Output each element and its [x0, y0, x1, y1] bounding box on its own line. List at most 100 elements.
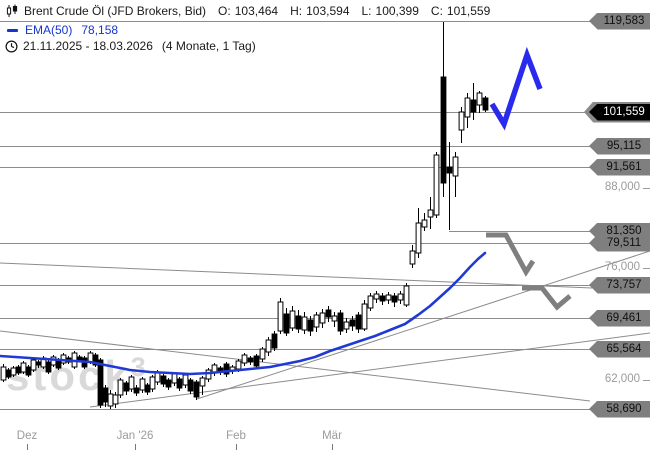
candle-body — [187, 379, 194, 392]
candle-body — [458, 111, 465, 131]
close-value: 101,559 — [446, 4, 491, 18]
candle-body — [133, 387, 140, 394]
low-label: L: — [361, 4, 372, 18]
candle-body — [452, 156, 459, 177]
candle-body — [409, 250, 416, 265]
candle-body — [433, 154, 440, 216]
candle-body — [415, 222, 422, 254]
close-label: C: — [430, 4, 443, 18]
trendline-2 — [0, 330, 591, 402]
trendline-4 — [196, 250, 650, 400]
candles — [0, 22, 489, 409]
candle-body — [165, 379, 172, 388]
bearish-scenario-path-2[interactable] — [522, 285, 572, 311]
candle-body — [427, 209, 434, 218]
candle-body — [117, 379, 124, 396]
candle-body — [15, 366, 22, 374]
ema-line-swatch-icon — [7, 28, 18, 32]
candle-body — [271, 333, 278, 349]
candle-body — [289, 310, 296, 329]
candle-body — [421, 219, 428, 228]
candle-body — [440, 76, 447, 184]
candle-body — [482, 97, 489, 111]
candle-body — [373, 293, 380, 300]
candle-body — [139, 378, 146, 391]
candle-body — [361, 303, 368, 330]
candle-body — [301, 316, 308, 331]
bullish-scenario-arrow[interactable] — [489, 46, 543, 131]
candle-body — [313, 314, 320, 328]
candle-body — [128, 376, 135, 390]
candle-body — [265, 339, 272, 353]
candle-body — [97, 359, 104, 406]
candle-body — [397, 293, 404, 301]
ema-line — [0, 251, 487, 376]
candle-body — [385, 294, 392, 301]
candle-body — [331, 315, 338, 322]
instrument-title: Brent Crude Öl (JFD Brokers, Bid) — [24, 4, 207, 18]
candle-body — [107, 393, 114, 407]
candle-body — [307, 319, 314, 332]
candle-body — [176, 378, 183, 389]
candle-body — [391, 295, 398, 303]
candle-body — [10, 367, 17, 376]
candle-body — [235, 360, 242, 370]
candle-body — [253, 355, 260, 367]
trendline-1 — [0, 262, 593, 289]
candle-body — [446, 166, 453, 174]
indicator-legend[interactable]: EMA(50) 78,158 — [5, 23, 118, 37]
candle-body — [20, 362, 27, 373]
candle-body — [337, 312, 344, 332]
candle-body — [355, 314, 362, 330]
candle-body — [241, 354, 248, 364]
date-range: 21.11.2025 - 18.03.2026 — [23, 39, 153, 53]
candle-body — [0, 366, 7, 381]
candle-body — [379, 295, 386, 302]
candle-body — [199, 377, 206, 387]
candle-body — [193, 381, 200, 398]
open-label: O: — [218, 4, 231, 18]
clock-icon — [5, 39, 18, 53]
period-note: (4 Monate, 1 Tag) — [161, 39, 256, 53]
candle-body — [470, 99, 477, 113]
candle-body — [343, 321, 350, 330]
trendlines[interactable] — [0, 250, 650, 408]
instrument-header: Brent Crude Öl (JFD Brokers, Bid) O: 103… — [5, 4, 490, 18]
candle-body — [182, 374, 189, 386]
candle-body — [160, 375, 167, 385]
candle-body — [171, 373, 178, 384]
bearish-scenario-path-1[interactable] — [486, 232, 536, 277]
candle-body — [319, 312, 326, 324]
candle-body — [223, 363, 230, 375]
candle-body — [295, 315, 302, 330]
high-value: 103,594 — [306, 4, 350, 18]
candlestick-chart-icon — [6, 4, 18, 17]
trendline-3 — [89, 332, 650, 408]
candle-body — [45, 361, 52, 373]
candle-body — [283, 313, 290, 334]
candle-body — [149, 376, 156, 390]
candle-body — [112, 394, 119, 405]
price-level-lines[interactable] — [0, 21, 590, 410]
candle-body — [403, 285, 410, 306]
candle-body — [259, 348, 266, 360]
low-value: 100,399 — [375, 4, 419, 18]
ema-value: 78,158 — [81, 23, 119, 37]
candle-body — [123, 382, 130, 392]
candle-body — [367, 295, 374, 309]
ema-label: EMA(50) — [25, 23, 73, 37]
open-value: 103,464 — [234, 4, 279, 18]
timeframe-info: 21.11.2025 - 18.03.2026 (4 Monate, 1 Tag… — [5, 39, 256, 53]
candle-body — [205, 369, 212, 380]
candle-body — [247, 357, 254, 363]
candle-body — [325, 309, 332, 318]
candle-body — [464, 97, 471, 118]
candle-body — [476, 92, 483, 106]
candle-body — [25, 366, 32, 376]
candle-body — [30, 359, 37, 371]
candle-body — [277, 301, 284, 332]
high-label: H: — [290, 4, 303, 18]
candle-body — [76, 356, 83, 361]
